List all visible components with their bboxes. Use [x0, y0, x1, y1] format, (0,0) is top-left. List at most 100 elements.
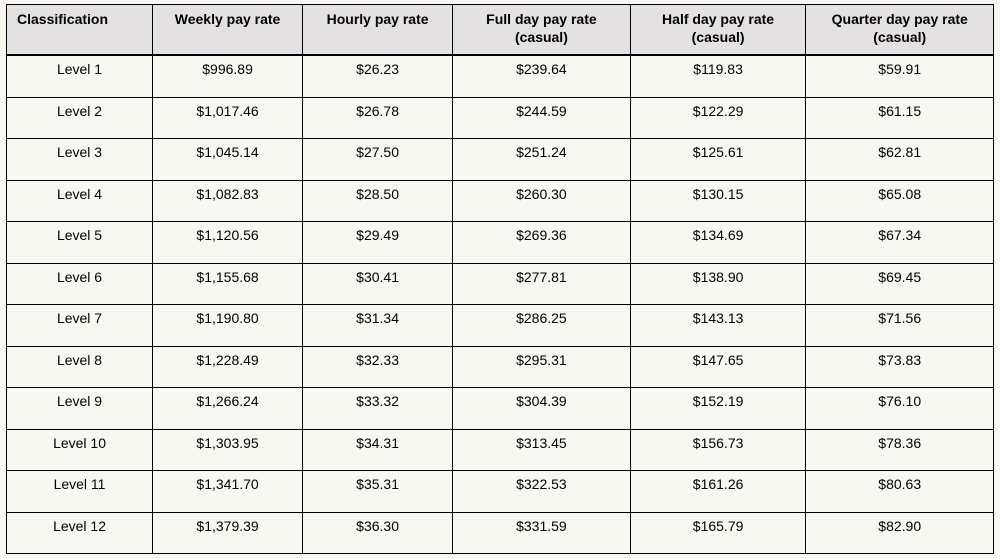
table-row: Level 5$1,120.56$29.49$269.36$134.69$67.… [7, 222, 994, 264]
table-cell: $122.29 [630, 97, 806, 139]
table-row: Level 7$1,190.80$31.34$286.25$143.13$71.… [7, 305, 994, 347]
table-cell: $28.50 [303, 180, 453, 222]
table-cell: $147.65 [630, 346, 806, 388]
column-header-line1: Weekly pay rate [175, 11, 281, 27]
table-cell: $67.34 [806, 222, 994, 264]
table-row: Level 3$1,045.14$27.50$251.24$125.61$62.… [7, 139, 994, 181]
table-cell: $78.36 [806, 429, 994, 471]
column-header-line2: (casual) [692, 29, 745, 45]
table-cell: $29.49 [303, 222, 453, 264]
table-cell: Level 2 [7, 97, 153, 139]
table-body: Level 1$996.89$26.23$239.64$119.83$59.91… [7, 55, 994, 554]
table-cell: $65.08 [806, 180, 994, 222]
table-cell: $161.26 [630, 471, 806, 513]
table-cell: $26.78 [303, 97, 453, 139]
table-cell: $1,379.39 [153, 512, 303, 554]
table-cell: $251.24 [453, 139, 631, 181]
table-cell: Level 3 [7, 139, 153, 181]
table-cell: Level 4 [7, 180, 153, 222]
table-cell: $1,228.49 [153, 346, 303, 388]
table-cell: Level 6 [7, 263, 153, 305]
table-cell: $125.61 [630, 139, 806, 181]
table-row: Level 12$1,379.39$36.30$331.59$165.79$82… [7, 512, 994, 554]
table-cell: $165.79 [630, 512, 806, 554]
table-row: Level 2$1,017.46$26.78$244.59$122.29$61.… [7, 97, 994, 139]
table-cell: $295.31 [453, 346, 631, 388]
column-header: Quarter day pay rate (casual) [806, 5, 994, 56]
table-cell: Level 11 [7, 471, 153, 513]
table-row: Level 11$1,341.70$35.31$322.53$161.26$80… [7, 471, 994, 513]
table-cell: $27.50 [303, 139, 453, 181]
table-cell: $61.15 [806, 97, 994, 139]
table-cell: $26.23 [303, 55, 453, 97]
table-cell: $34.31 [303, 429, 453, 471]
table-cell: $1,082.83 [153, 180, 303, 222]
table-row: Level 8$1,228.49$32.33$295.31$147.65$73.… [7, 346, 994, 388]
table-cell: $313.45 [453, 429, 631, 471]
table-cell: $996.89 [153, 55, 303, 97]
table-cell: Level 1 [7, 55, 153, 97]
table-cell: $138.90 [630, 263, 806, 305]
column-header: Classification [7, 5, 153, 56]
table-cell: $59.91 [806, 55, 994, 97]
table-head: Classification Weekly pay rate Hourly pay … [7, 5, 994, 56]
table-cell: $239.64 [453, 55, 631, 97]
table-cell: $71.56 [806, 305, 994, 347]
table-cell: $277.81 [453, 263, 631, 305]
table-cell: $260.30 [453, 180, 631, 222]
table-cell: $1,266.24 [153, 388, 303, 430]
column-header: Hourly pay rate [303, 5, 453, 56]
column-header-line1: Full day pay rate [486, 11, 596, 27]
table-cell: $244.59 [453, 97, 631, 139]
table-cell: $30.41 [303, 263, 453, 305]
table-cell: $32.33 [303, 346, 453, 388]
table-cell: $62.81 [806, 139, 994, 181]
table-row: Level 4$1,082.83$28.50$260.30$130.15$65.… [7, 180, 994, 222]
column-header-line1: Classification [17, 11, 108, 27]
table-cell: $156.73 [630, 429, 806, 471]
table-cell: $152.19 [630, 388, 806, 430]
table-cell: $1,017.46 [153, 97, 303, 139]
table-cell: Level 7 [7, 305, 153, 347]
table-cell: $80.63 [806, 471, 994, 513]
column-header-line2: (casual) [873, 29, 926, 45]
table-cell: $130.15 [630, 180, 806, 222]
table-cell: Level 12 [7, 512, 153, 554]
column-header-line1: Hourly pay rate [327, 11, 429, 27]
pay-rate-table: Classification Weekly pay rate Hourly pay … [6, 4, 994, 554]
table-cell: $1,303.95 [153, 429, 303, 471]
table-cell: $69.45 [806, 263, 994, 305]
table-cell: $286.25 [453, 305, 631, 347]
table-cell: $134.69 [630, 222, 806, 264]
table-cell: $1,045.14 [153, 139, 303, 181]
table-cell: Level 9 [7, 388, 153, 430]
table-row: Level 1$996.89$26.23$239.64$119.83$59.91 [7, 55, 994, 97]
table-row: Level 6$1,155.68$30.41$277.81$138.90$69.… [7, 263, 994, 305]
table-cell: $73.83 [806, 346, 994, 388]
table-cell: $35.31 [303, 471, 453, 513]
table-cell: $76.10 [806, 388, 994, 430]
column-header: Full day pay rate (casual) [453, 5, 631, 56]
table-cell: $304.39 [453, 388, 631, 430]
table-row: Level 10$1,303.95$34.31$313.45$156.73$78… [7, 429, 994, 471]
table-cell: $33.32 [303, 388, 453, 430]
column-header-line1: Quarter day pay rate [832, 11, 968, 27]
table-cell: $1,190.80 [153, 305, 303, 347]
table-cell: $82.90 [806, 512, 994, 554]
table-cell: Level 10 [7, 429, 153, 471]
table-cell: $322.53 [453, 471, 631, 513]
table-header-row: Classification Weekly pay rate Hourly pay … [7, 5, 994, 56]
column-header-line1: Half day pay rate [662, 11, 774, 27]
table-cell: $1,341.70 [153, 471, 303, 513]
table-cell: $36.30 [303, 512, 453, 554]
column-header: Half day pay rate (casual) [630, 5, 806, 56]
table-cell: $269.36 [453, 222, 631, 264]
table-cell: $1,155.68 [153, 263, 303, 305]
table-cell: Level 8 [7, 346, 153, 388]
table-cell: Level 5 [7, 222, 153, 264]
column-header-line2: (casual) [515, 29, 568, 45]
table-cell: $143.13 [630, 305, 806, 347]
table-cell: $31.34 [303, 305, 453, 347]
table-row: Level 9$1,266.24$33.32$304.39$152.19$76.… [7, 388, 994, 430]
column-header: Weekly pay rate [153, 5, 303, 56]
